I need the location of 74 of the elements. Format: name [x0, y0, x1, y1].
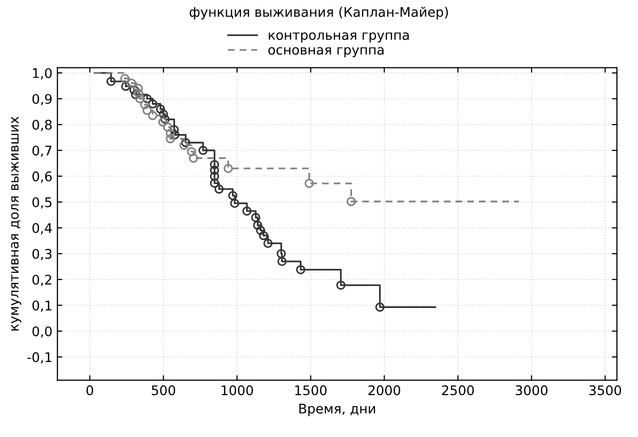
point — [158, 117, 168, 127]
point — [251, 212, 260, 222]
y-tick-label: 0,1 — [32, 300, 52, 312]
point — [230, 198, 240, 208]
y-axis-title: кумулятивная доля выживших — [11, 116, 22, 330]
y-tick-label: 0,3 — [32, 248, 52, 260]
y-tick-label: 0,8 — [32, 120, 52, 132]
x-tick-label: 3000 — [516, 385, 548, 396]
y-tick-label: 0,2 — [32, 274, 52, 286]
x-tick-label: 3500 — [589, 385, 622, 396]
y-tick-label: 0,0 — [32, 326, 52, 338]
point — [148, 110, 158, 120]
point — [142, 94, 152, 104]
point — [121, 82, 130, 91]
point — [224, 164, 233, 174]
x-tick-label: 0 — [86, 385, 94, 396]
point — [346, 196, 356, 206]
chart-title: функция выживания (Каплан-Майер) — [190, 6, 448, 20]
point — [163, 122, 172, 132]
x-tick-label: 1000 — [222, 385, 253, 396]
x-tick-label: 2000 — [368, 385, 400, 396]
point — [198, 146, 208, 155]
point — [210, 172, 220, 181]
point — [134, 84, 143, 93]
point — [135, 94, 144, 104]
y-tick-label: 0,9 — [32, 94, 52, 106]
point — [181, 138, 190, 148]
point — [106, 76, 116, 86]
point — [210, 160, 220, 170]
point — [142, 106, 152, 115]
point — [148, 99, 158, 108]
legend-label: основная группа — [268, 47, 384, 58]
point — [253, 220, 262, 230]
x-tick-label: 500 — [152, 385, 176, 396]
point — [120, 74, 130, 84]
point — [256, 226, 266, 235]
y-tick-label: 0,4 — [32, 223, 52, 234]
point — [296, 265, 306, 274]
point — [210, 178, 220, 188]
point — [160, 114, 170, 124]
point — [129, 85, 139, 95]
point — [242, 206, 252, 216]
point — [158, 110, 168, 119]
point — [304, 178, 314, 188]
point — [258, 231, 268, 240]
point — [166, 134, 175, 144]
point — [277, 256, 287, 266]
y-tick-label: 0,5 — [32, 197, 52, 209]
point — [214, 184, 224, 194]
point — [127, 78, 136, 88]
point — [131, 90, 140, 100]
point — [140, 100, 150, 110]
y-tick-label: 0,6 — [32, 171, 52, 183]
x-tick-label: 2500 — [442, 385, 474, 396]
point — [188, 154, 198, 163]
point — [375, 302, 384, 312]
y-tick-label: 0,7 — [32, 146, 52, 157]
point — [228, 190, 238, 200]
point — [336, 280, 346, 290]
point — [134, 88, 144, 98]
y-tick-label: 1,0 — [33, 68, 52, 80]
legend-label: контрольная группа — [268, 32, 409, 43]
x-tick-label: 1500 — [295, 385, 327, 396]
point — [156, 104, 166, 114]
point — [170, 125, 179, 134]
point — [210, 166, 220, 175]
x-axis-title: Время, дни — [299, 404, 376, 416]
y-tick-label: -0,1 — [27, 352, 52, 364]
point — [170, 130, 180, 140]
point — [186, 147, 196, 156]
point — [166, 128, 175, 138]
point — [179, 140, 189, 150]
point — [263, 238, 273, 248]
point — [276, 249, 286, 258]
